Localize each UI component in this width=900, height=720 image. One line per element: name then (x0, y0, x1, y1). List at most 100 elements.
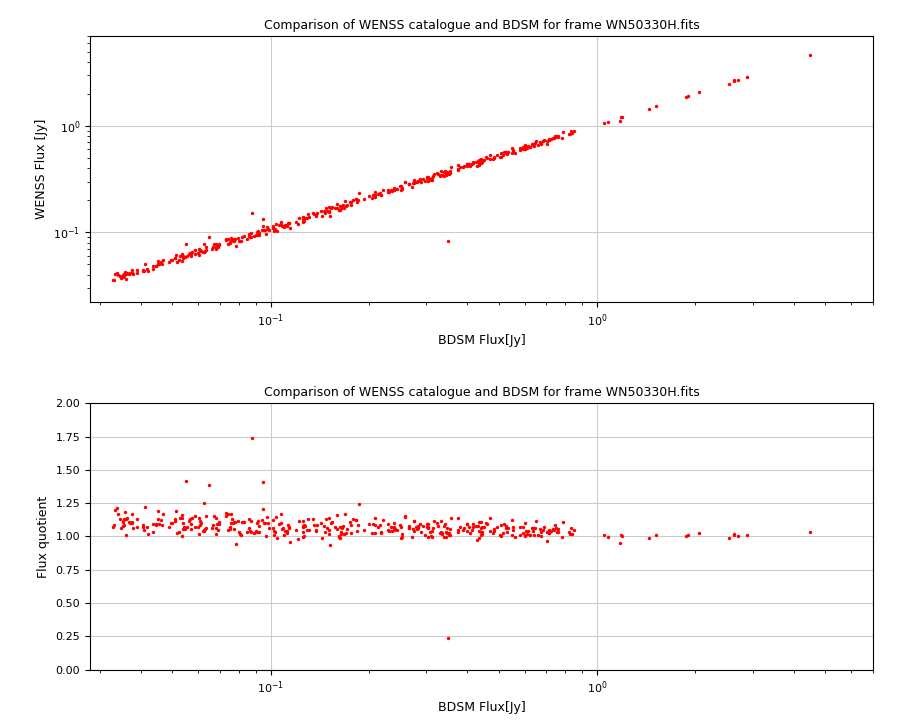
Point (146, 264, 160, 275)
Point (680, 90, 695, 102)
Point (123, 268, 138, 279)
Point (436, 520, 451, 531)
Point (321, 207, 336, 218)
Point (219, 508, 233, 519)
Point (306, 519, 320, 531)
Point (500, 146, 515, 158)
Point (473, 156, 488, 167)
Point (196, 526, 211, 537)
Point (487, 151, 501, 163)
Point (261, 523, 275, 534)
Point (106, 274, 121, 286)
Point (184, 513, 198, 525)
Point (196, 238, 211, 250)
Point (333, 204, 347, 216)
Point (242, 523, 256, 534)
Point (227, 523, 241, 534)
Point (513, 529, 527, 541)
Point (395, 531, 410, 542)
Point (210, 240, 224, 251)
Point (202, 480, 217, 491)
Point (261, 225, 275, 236)
Point (106, 519, 121, 531)
Point (506, 524, 520, 536)
Point (323, 202, 338, 214)
Point (543, 135, 557, 146)
Point (194, 246, 208, 257)
Point (188, 245, 202, 256)
Point (443, 523, 457, 534)
Point (435, 528, 449, 540)
Point (412, 174, 427, 185)
Point (245, 433, 259, 444)
Point (297, 530, 311, 541)
Point (679, 91, 693, 103)
Point (460, 525, 474, 536)
Point (318, 526, 332, 538)
Point (390, 524, 404, 536)
Point (274, 220, 289, 232)
Point (416, 174, 430, 185)
Point (283, 536, 297, 547)
Point (333, 201, 347, 212)
Point (204, 523, 219, 534)
Point (283, 222, 297, 233)
Point (390, 183, 404, 194)
Point (613, 537, 627, 549)
Point (249, 230, 264, 241)
Point (333, 521, 347, 532)
Point (348, 193, 363, 204)
Point (416, 521, 430, 532)
Point (252, 227, 266, 238)
Point (280, 219, 294, 230)
Point (244, 515, 258, 526)
Point (212, 239, 226, 251)
Point (125, 267, 140, 279)
Point (548, 519, 562, 531)
Point (418, 529, 432, 541)
Point (601, 117, 616, 128)
Point (219, 233, 233, 245)
Point (505, 147, 519, 158)
Point (525, 139, 539, 150)
Point (526, 529, 541, 541)
Point (464, 161, 478, 172)
Point (430, 518, 445, 529)
Point (393, 184, 408, 196)
Point (309, 210, 323, 221)
Point (221, 508, 236, 520)
Point (564, 528, 579, 540)
Point (398, 511, 412, 523)
Point (346, 513, 360, 525)
Point (435, 170, 449, 181)
Point (518, 143, 532, 155)
Point (546, 132, 561, 144)
Point (362, 190, 376, 202)
Point (332, 531, 347, 543)
Point (165, 517, 179, 528)
Point (150, 258, 165, 269)
Point (113, 522, 128, 534)
Point (282, 522, 296, 534)
Point (226, 234, 240, 246)
Point (442, 168, 456, 179)
Point (178, 523, 193, 534)
Point (518, 139, 532, 150)
Point (504, 514, 518, 526)
Point (348, 194, 363, 205)
Y-axis label: WENSS Flux [Jy]: WENSS Flux [Jy] (35, 119, 48, 220)
Point (472, 526, 486, 537)
Point (546, 524, 561, 536)
Point (451, 512, 465, 523)
Point (255, 514, 269, 526)
Point (130, 514, 145, 526)
Point (281, 217, 295, 229)
Point (546, 523, 561, 534)
Point (726, 529, 741, 541)
Point (433, 170, 447, 181)
Point (551, 523, 565, 535)
Point (418, 176, 432, 187)
Point (352, 498, 366, 510)
Point (722, 533, 736, 544)
Point (126, 522, 140, 534)
